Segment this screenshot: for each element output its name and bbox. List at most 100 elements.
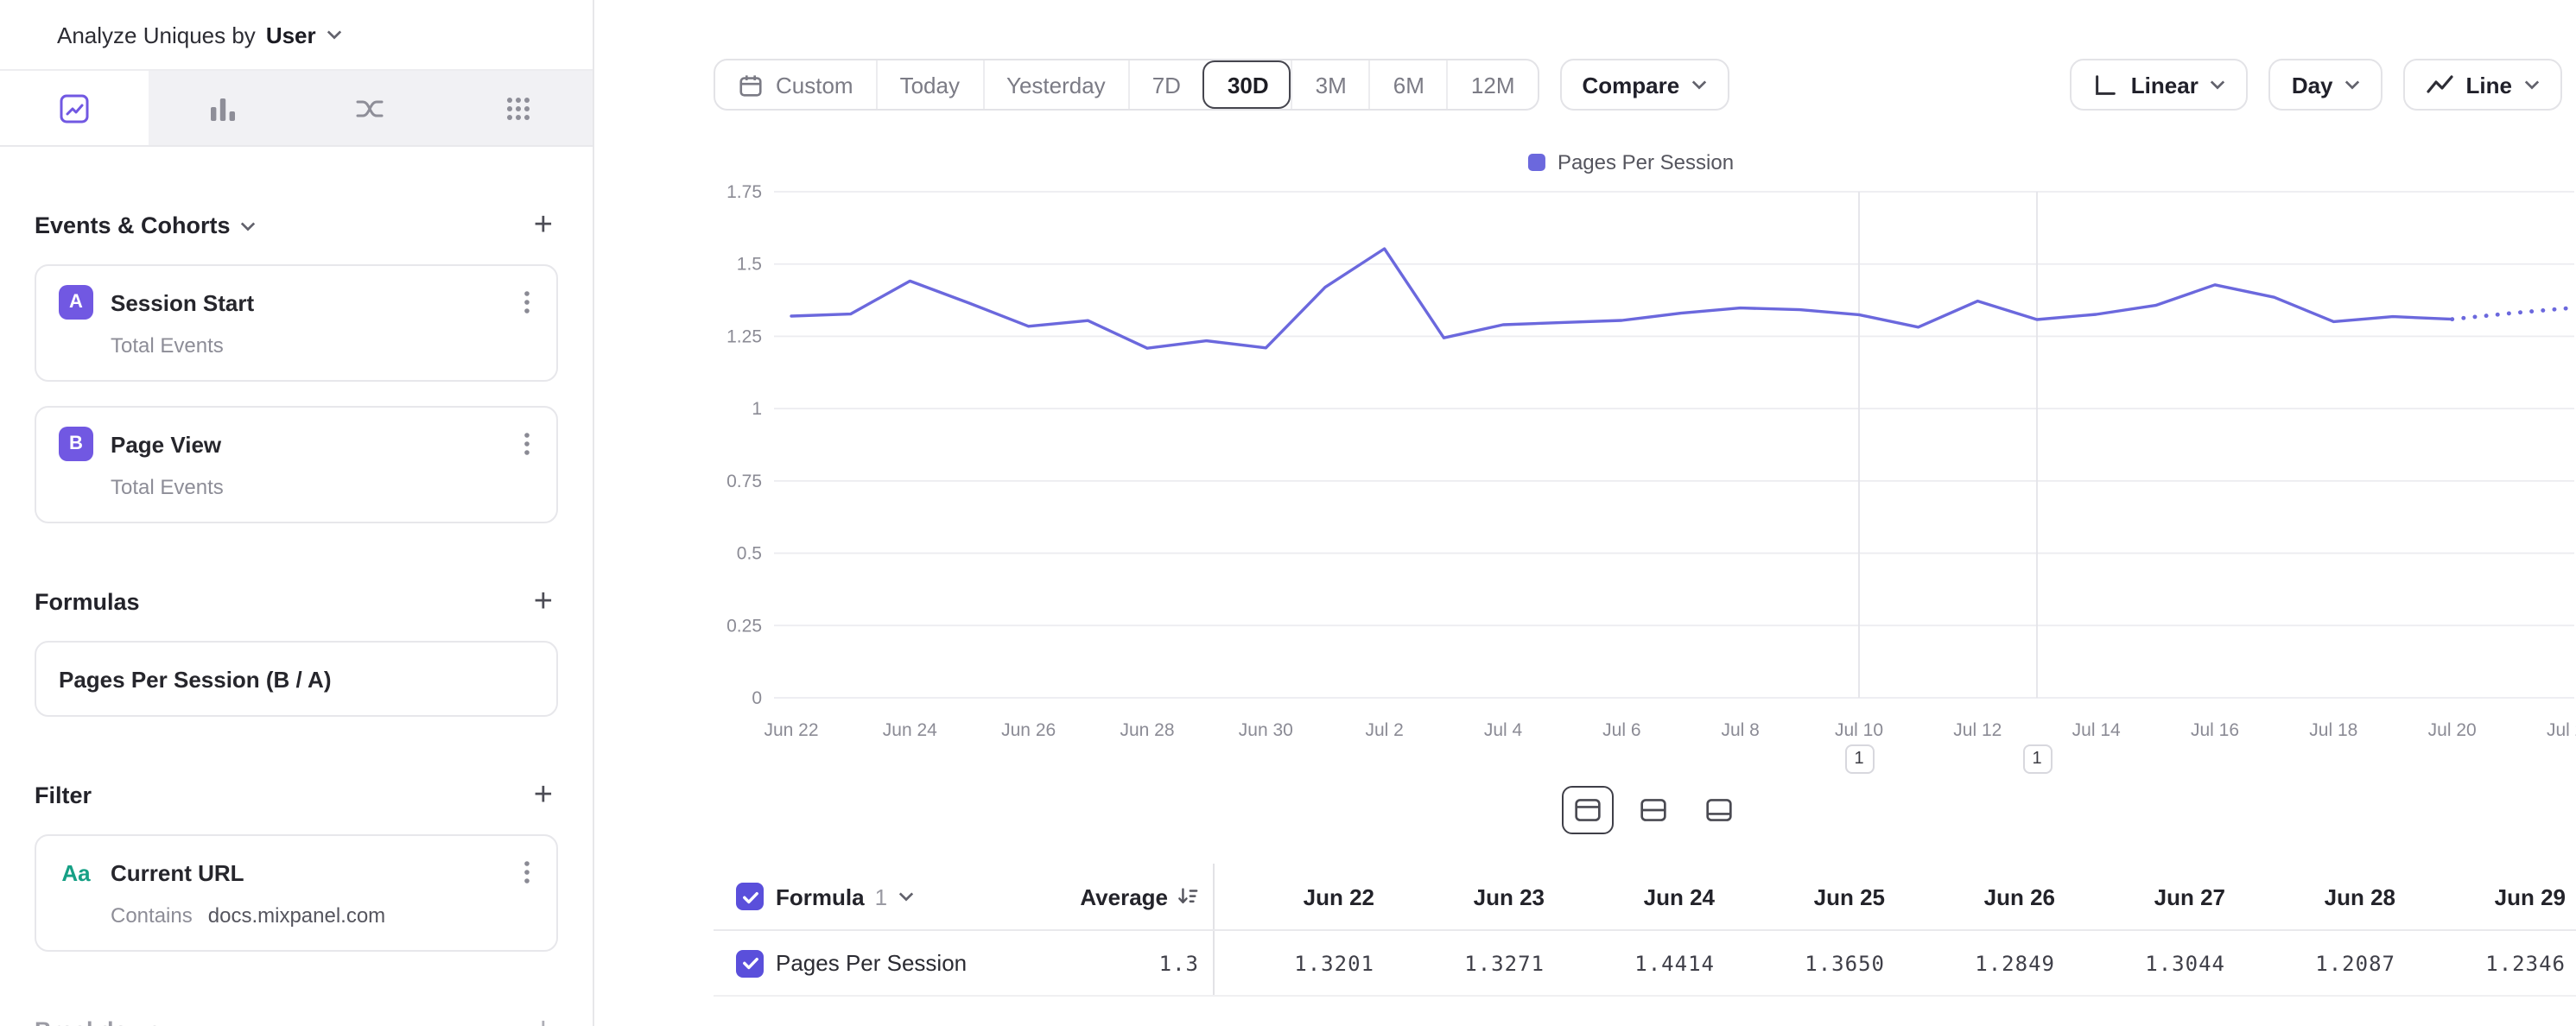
filter-operator[interactable]: Contains bbox=[111, 902, 193, 927]
range-30d[interactable]: 30D bbox=[1202, 60, 1291, 109]
range-label: 30D bbox=[1227, 72, 1269, 98]
event-card-session-start[interactable]: A Session Start Total Events bbox=[35, 264, 558, 382]
sidebar: Analyze Uniques by User Events & Cohorts bbox=[0, 0, 594, 1026]
event-counting-method[interactable]: Total Events bbox=[111, 332, 224, 357]
view-toggle-split[interactable] bbox=[1562, 786, 1614, 834]
chevron-down-icon bbox=[1692, 80, 1707, 90]
event-name[interactable]: Page View bbox=[111, 431, 222, 457]
filter-value[interactable]: docs.mixpanel.com bbox=[207, 902, 386, 927]
chart-toolbar: Custom Today Yesterday 7D 30D 3M 6M 12M … bbox=[714, 59, 2562, 111]
results-table: Formula 1 Average Jun 22 Jun 23 Jun 24 J… bbox=[714, 864, 2576, 997]
add-breakdown-button[interactable]: + bbox=[529, 1014, 558, 1026]
legend-swatch bbox=[1527, 154, 1545, 171]
range-7d[interactable]: 7D bbox=[1127, 60, 1203, 109]
series-name: Pages Per Session bbox=[776, 950, 968, 976]
retention-grid-icon bbox=[507, 97, 530, 119]
event-name[interactable]: Session Start bbox=[111, 289, 255, 315]
tab-funnels[interactable] bbox=[149, 71, 297, 145]
range-custom[interactable]: Custom bbox=[715, 60, 876, 109]
chevron-down-icon bbox=[2345, 80, 2360, 90]
date-column-header[interactable]: Jun 28 bbox=[2324, 884, 2395, 909]
view-toggle-table[interactable] bbox=[1627, 786, 1679, 834]
average-value: 1.3 bbox=[1080, 931, 1215, 995]
range-6m[interactable]: 6M bbox=[1368, 60, 1447, 109]
insights-chart-icon bbox=[60, 93, 89, 123]
event-card-page-view[interactable]: B Page View Total Events bbox=[35, 406, 558, 523]
filter-menu-button[interactable] bbox=[520, 857, 534, 888]
row-checkbox[interactable] bbox=[736, 949, 764, 977]
table-row[interactable]: Pages Per Session 1.3 1.3201 1.3271 1.44… bbox=[714, 931, 2576, 997]
date-range-control: Custom Today Yesterday 7D 30D 3M 6M 12M bbox=[714, 59, 1539, 111]
chevron-down-icon[interactable] bbox=[241, 220, 257, 231]
chart-canvas[interactable]: 0 0.25 0.5 0.75 1 1.25 1.5 1.75 Jun 22 Jun 24 Jun … bbox=[594, 180, 2576, 781]
range-label: Yesterday bbox=[1006, 72, 1106, 98]
chart-legend[interactable]: Pages Per Session bbox=[1527, 150, 1734, 174]
scale-label: Linear bbox=[2130, 72, 2198, 98]
formula-selector[interactable]: Formula 1 bbox=[776, 864, 1080, 929]
kebab-menu-icon bbox=[524, 433, 530, 455]
svg-text:Jul 8: Jul 8 bbox=[1721, 720, 1759, 740]
date-column-header[interactable]: Jun 24 bbox=[1643, 884, 1715, 909]
chevron-down-icon bbox=[2524, 80, 2540, 90]
tab-insights[interactable] bbox=[0, 71, 149, 145]
svg-text:0.25: 0.25 bbox=[726, 616, 762, 636]
tab-flows[interactable] bbox=[296, 71, 445, 145]
calendar-icon bbox=[739, 74, 762, 96]
range-yesterday[interactable]: Yesterday bbox=[982, 60, 1128, 109]
add-event-button[interactable]: + bbox=[533, 207, 553, 244]
chart-type-button[interactable]: Line bbox=[2403, 59, 2562, 111]
analyze-value-dropdown[interactable]: User bbox=[265, 22, 316, 48]
range-12m[interactable]: 12M bbox=[1446, 60, 1538, 109]
date-column-header[interactable]: Jun 22 bbox=[1303, 884, 1374, 909]
svg-text:Jul 6: Jul 6 bbox=[1602, 720, 1640, 740]
filter-section-header: Filter + bbox=[35, 779, 558, 812]
date-column-header[interactable]: Jun 25 bbox=[1813, 884, 1885, 909]
table-cell: 1.3650 bbox=[1805, 951, 1885, 975]
range-label: Custom bbox=[776, 72, 853, 98]
compare-button[interactable]: Compare bbox=[1559, 59, 1730, 111]
average-column-header[interactable]: Average bbox=[1080, 864, 1215, 929]
date-column-header[interactable]: Jun 29 bbox=[2494, 884, 2566, 909]
range-label: Today bbox=[899, 72, 960, 98]
tab-retention[interactable] bbox=[445, 71, 593, 145]
event-counting-method[interactable]: Total Events bbox=[111, 474, 224, 498]
range-label: 12M bbox=[1470, 72, 1515, 98]
scale-button[interactable]: Linear bbox=[2070, 59, 2249, 111]
event-menu-button[interactable] bbox=[520, 428, 534, 459]
range-today[interactable]: Today bbox=[875, 60, 982, 109]
breakdown-section-title: Breakdown bbox=[35, 1017, 161, 1026]
main-panel: Custom Today Yesterday 7D 30D 3M 6M 12M … bbox=[594, 0, 2576, 1026]
svg-text:Jul 4: Jul 4 bbox=[1484, 720, 1523, 740]
formula-card[interactable]: Pages Per Session (B / A) bbox=[35, 641, 558, 717]
check-icon bbox=[742, 957, 758, 970]
add-filter-button[interactable]: + bbox=[533, 777, 553, 814]
event-menu-button[interactable] bbox=[520, 287, 534, 318]
interval-button[interactable]: Day bbox=[2268, 59, 2383, 111]
annotation-badge[interactable]: 1 bbox=[1844, 744, 1874, 774]
table-cell: 1.2346 bbox=[2485, 951, 2566, 975]
date-column-header[interactable]: Jun 26 bbox=[1983, 884, 2055, 909]
filter-card[interactable]: Aa Current URL Contains docs.mixpanel.co… bbox=[35, 834, 558, 952]
table-cell: 1.4414 bbox=[1634, 951, 1715, 975]
svg-text:1.75: 1.75 bbox=[726, 182, 762, 202]
date-column-header[interactable]: Jun 23 bbox=[1473, 884, 1545, 909]
date-column-header[interactable]: Jun 27 bbox=[2154, 884, 2225, 909]
svg-text:Jul 10: Jul 10 bbox=[1835, 720, 1883, 740]
event-badge: B bbox=[59, 427, 93, 461]
chart-type-label: Line bbox=[2465, 72, 2512, 98]
table-cell: 1.3201 bbox=[1294, 951, 1374, 975]
svg-text:Jun 28: Jun 28 bbox=[1120, 720, 1174, 740]
range-3m[interactable]: 3M bbox=[1291, 60, 1369, 109]
line-chart[interactable]: 0 0.25 0.5 0.75 1 1.25 1.5 1.75 Jun 22 Jun 24 Jun … bbox=[594, 180, 2576, 781]
view-toggle-chart[interactable] bbox=[1693, 786, 1745, 834]
annotation-badge[interactable]: 1 bbox=[2022, 744, 2052, 774]
formula-name[interactable]: Pages Per Session (B / A) bbox=[59, 666, 332, 692]
filter-property-name[interactable]: Current URL bbox=[111, 859, 244, 885]
analyze-header: Analyze Uniques by User bbox=[0, 0, 593, 71]
events-section-header: Events & Cohorts + bbox=[35, 209, 558, 242]
table-header: Formula 1 Average Jun 22 Jun 23 Jun 24 J… bbox=[714, 864, 2576, 931]
select-all-checkbox[interactable] bbox=[736, 883, 764, 910]
add-formula-button[interactable]: + bbox=[533, 584, 553, 620]
chevron-down-icon bbox=[898, 892, 913, 902]
svg-text:0: 0 bbox=[752, 688, 762, 708]
